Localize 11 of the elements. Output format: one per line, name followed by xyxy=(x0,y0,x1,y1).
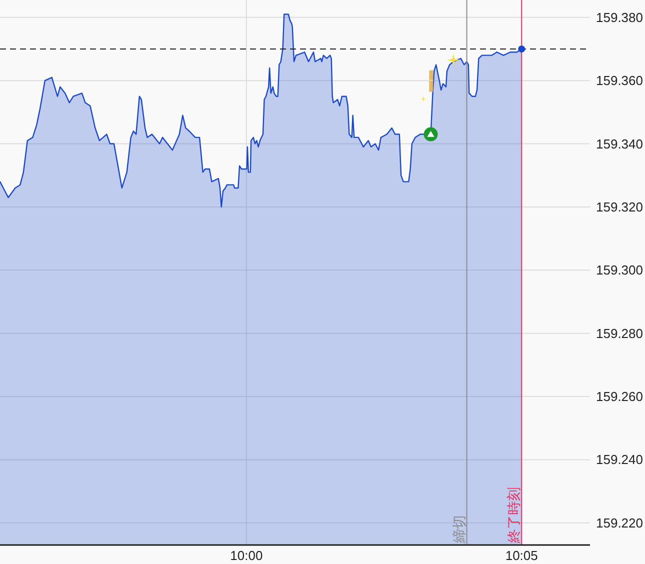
y-tick-label: 159.260 xyxy=(596,389,643,404)
y-tick-label: 159.380 xyxy=(596,10,643,25)
x-tick-label: 10:05 xyxy=(505,548,538,563)
x-tick-label: 10:00 xyxy=(230,548,263,563)
y-tick-label: 159.220 xyxy=(596,515,643,530)
y-tick-label: 159.360 xyxy=(596,73,643,88)
y-tick-label: 159.340 xyxy=(596,136,643,152)
y-tick-label: 159.280 xyxy=(596,326,643,341)
y-tick-label: 159.320 xyxy=(596,199,643,214)
y-tick-label: 159.240 xyxy=(596,452,643,468)
y-tick-label: 159.300 xyxy=(596,262,643,278)
